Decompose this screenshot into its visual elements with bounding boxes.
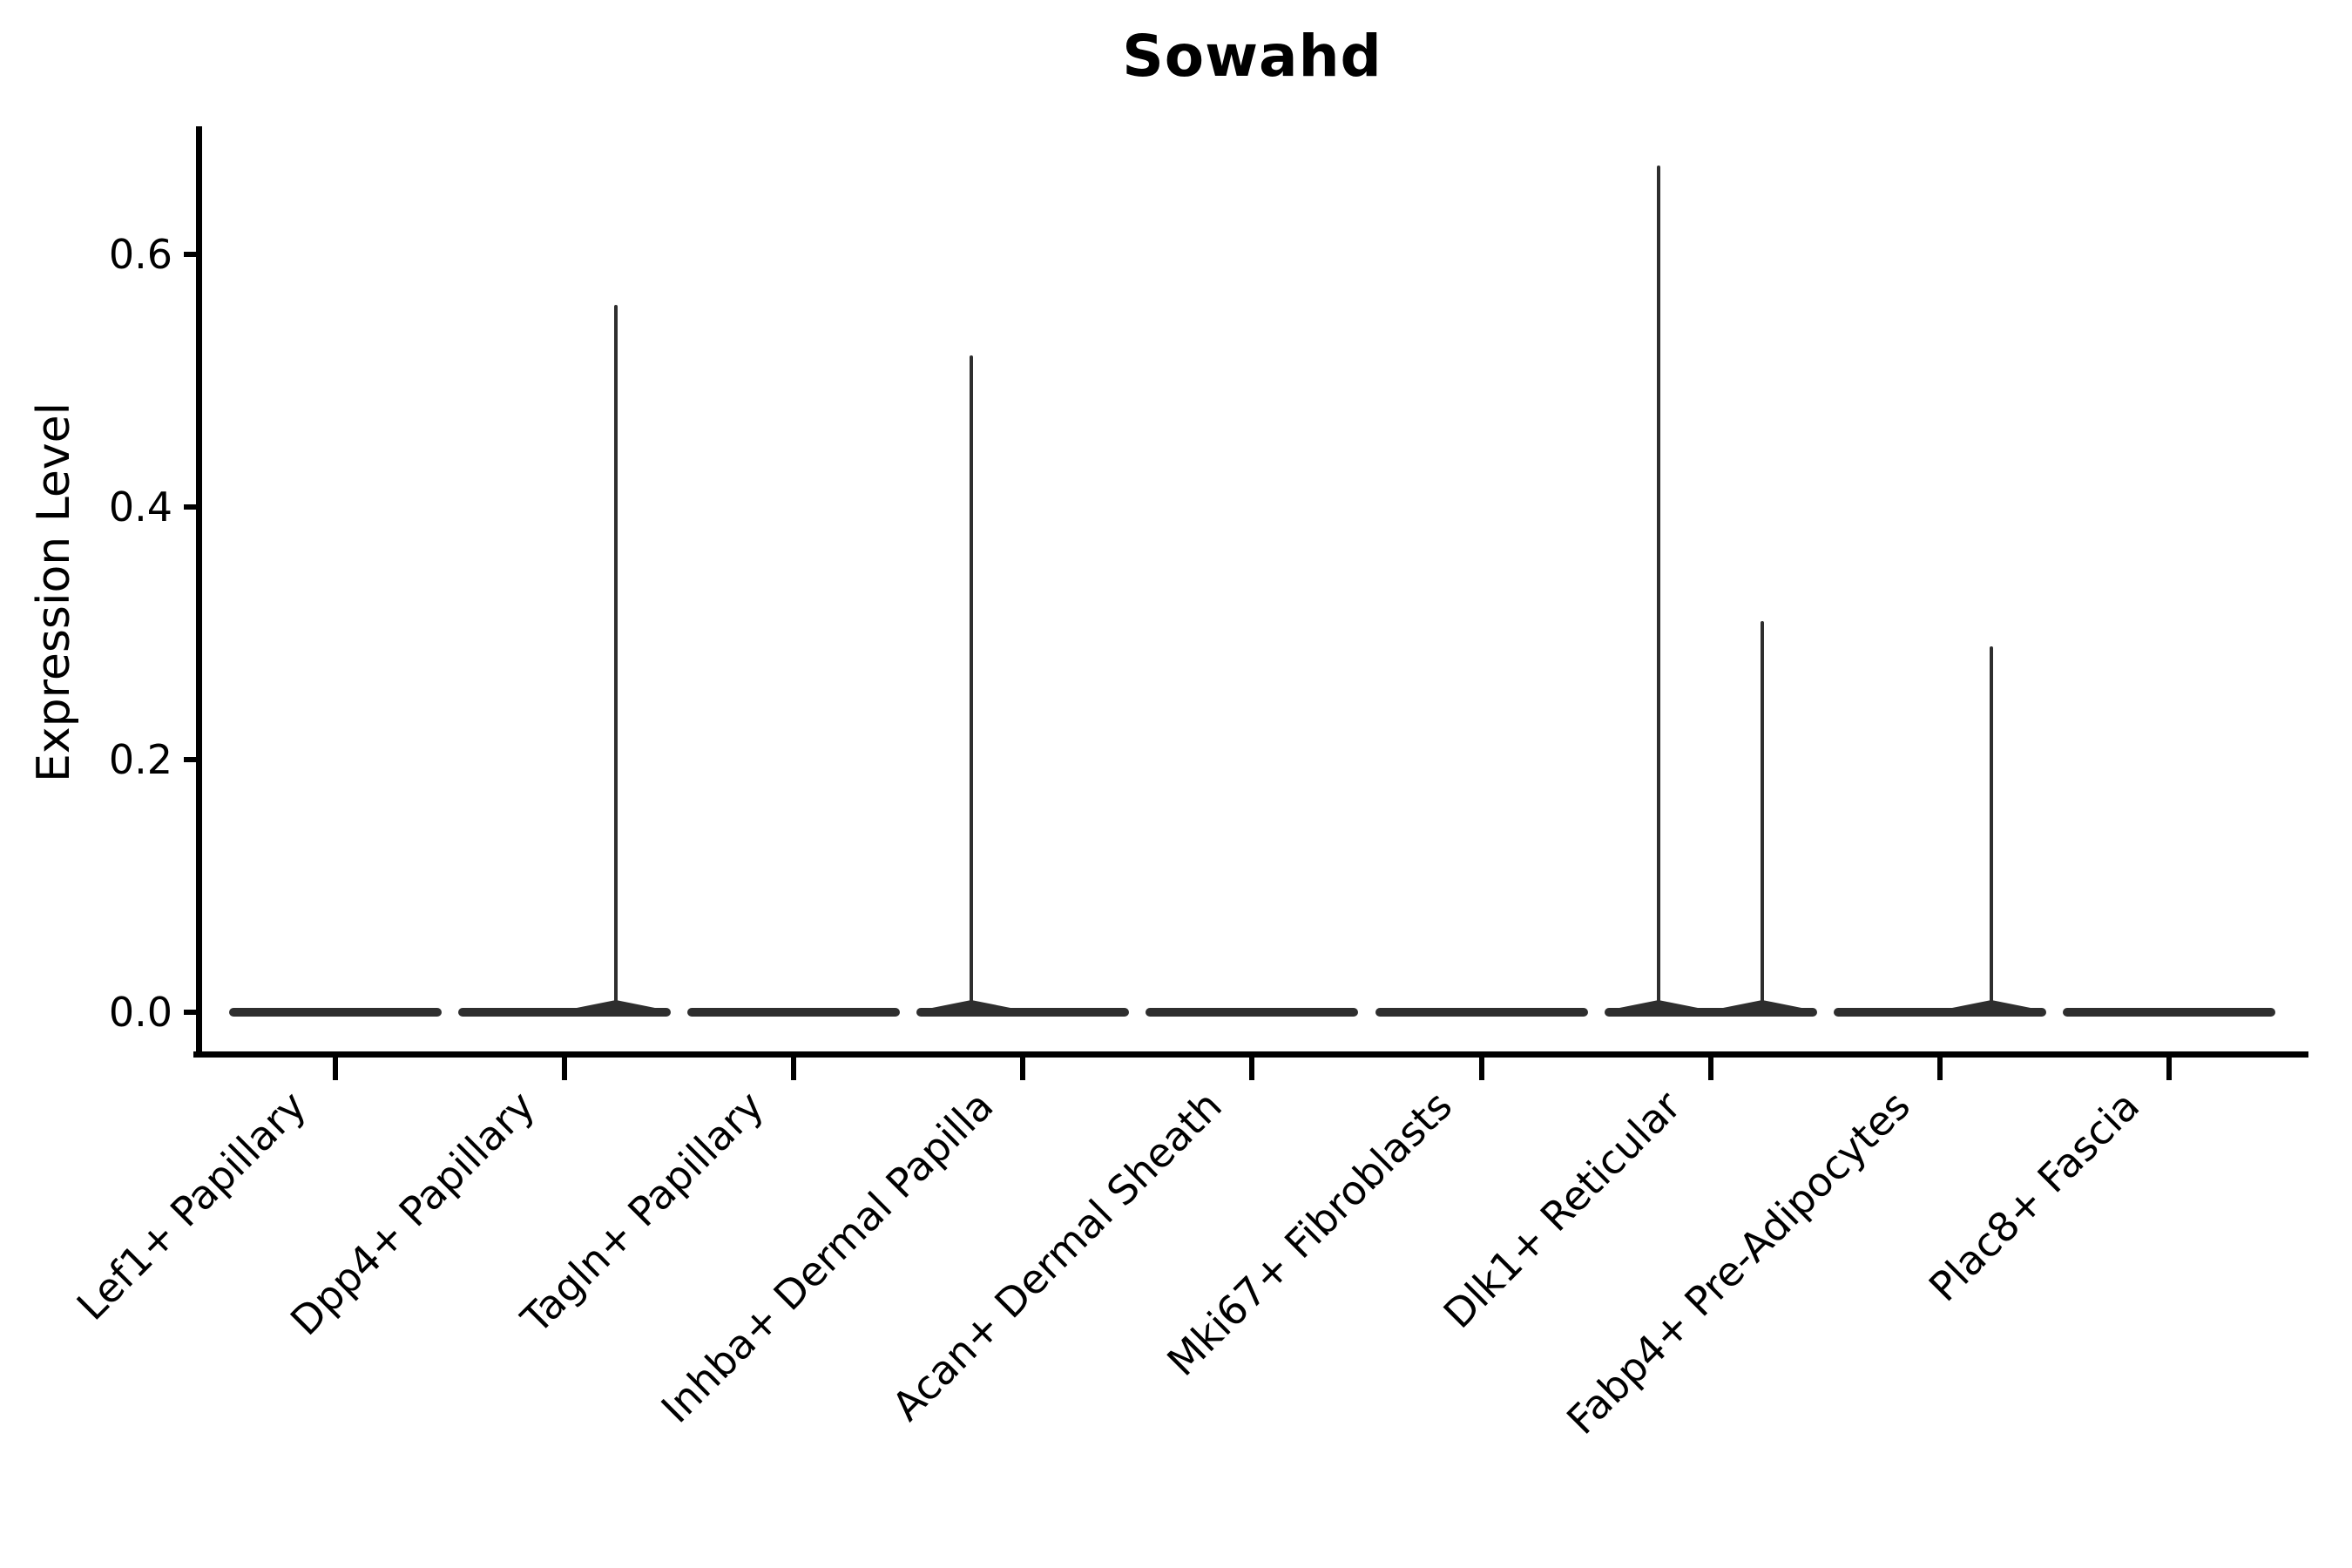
violin-spike	[614, 305, 618, 1014]
violin-spike	[1761, 621, 1764, 1015]
x-tick-mark	[1020, 1054, 1025, 1080]
violin-body	[687, 1008, 900, 1017]
violin-spike	[1990, 646, 1993, 1015]
violin-body	[1605, 1008, 1817, 1017]
x-tick-mark	[1479, 1054, 1484, 1080]
x-tick-mark	[791, 1054, 796, 1080]
violin-body	[916, 1008, 1129, 1017]
y-tick-mark	[184, 252, 196, 257]
violin-body	[1834, 1008, 2046, 1017]
y-tick-label: 0.4	[108, 483, 172, 531]
x-tick-mark	[333, 1054, 338, 1080]
x-tick-mark	[562, 1054, 567, 1080]
y-tick-label: 0.2	[108, 736, 172, 783]
x-tick-label: Lef1+ Papillary	[67, 1082, 315, 1329]
violin-body	[1375, 1008, 1588, 1017]
y-tick-mark	[184, 1010, 196, 1015]
violin-body	[2063, 1008, 2275, 1017]
x-tick-label: Tagln+ Papillary	[512, 1082, 774, 1342]
x-tick-mark	[2166, 1054, 2172, 1080]
y-tick-mark	[184, 504, 196, 510]
y-tick-mark	[184, 757, 196, 762]
violin-spike	[970, 355, 973, 1014]
violin-body	[458, 1008, 671, 1017]
y-tick-label: 0.6	[108, 231, 172, 278]
x-tick-mark	[1708, 1054, 1713, 1080]
violin-body	[229, 1008, 442, 1017]
x-tick-mark	[1249, 1054, 1254, 1080]
chart-title: Sowahd	[1122, 23, 1382, 90]
y-axis-label: Expression Level	[28, 402, 80, 783]
x-tick-label: Plac8+ Fascia	[1919, 1082, 2149, 1311]
violin-spike	[1657, 166, 1660, 1014]
x-tick-label: Dlk1+ Reticular	[1434, 1082, 1691, 1338]
x-tick-label: Dpp4+ Papillary	[280, 1082, 544, 1345]
x-tick-mark	[1937, 1054, 1943, 1080]
violin-body	[1146, 1008, 1358, 1017]
y-tick-label: 0.0	[108, 989, 172, 1036]
y-axis-spine	[196, 126, 202, 1058]
